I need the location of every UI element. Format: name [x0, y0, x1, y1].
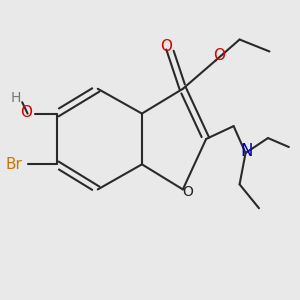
Text: N: N	[241, 142, 253, 160]
Text: Br: Br	[6, 157, 22, 172]
Text: O: O	[182, 185, 193, 199]
Text: O: O	[20, 105, 32, 120]
Text: O: O	[213, 48, 225, 63]
Text: O: O	[160, 40, 172, 55]
Text: H: H	[11, 91, 21, 105]
